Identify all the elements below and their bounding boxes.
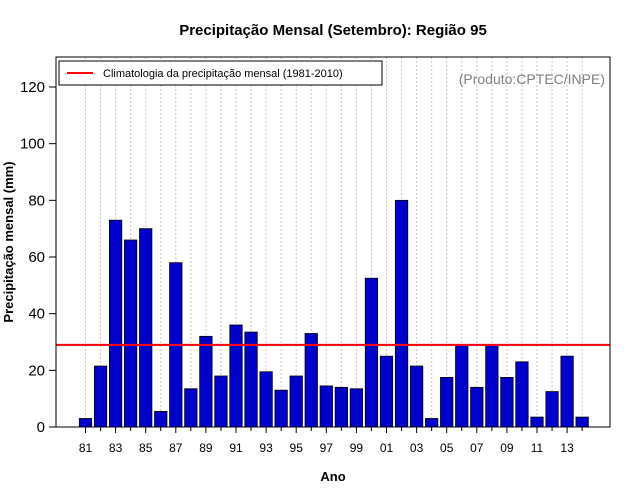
credit-label: (Produto:CPTEC/INPE) — [459, 71, 605, 87]
x-tick-label: 11 — [531, 441, 544, 455]
legend-label: Climatologia da precipitação mensal (198… — [103, 68, 343, 80]
bar-93 — [259, 371, 273, 428]
bar-88 — [184, 388, 198, 428]
x-tick-label: 01 — [380, 441, 394, 455]
bar-14 — [575, 416, 589, 428]
y-tick-label: 120 — [20, 79, 45, 96]
bar-86 — [154, 411, 168, 428]
x-tick-label: 09 — [500, 441, 514, 455]
bar-05 — [440, 377, 454, 428]
x-tick-label: 07 — [470, 441, 484, 455]
bar-12 — [545, 391, 559, 428]
bar-10 — [515, 361, 529, 428]
bar-90 — [214, 375, 228, 428]
legend-box — [58, 60, 383, 86]
bar-11 — [530, 416, 544, 428]
x-tick-label: 89 — [199, 441, 213, 455]
x-tick-label: 99 — [350, 441, 364, 455]
plot-frame — [55, 56, 611, 428]
x-tick-label: 05 — [440, 441, 454, 455]
y-axis: 0 20 40 60 80 100 120 — [20, 79, 56, 436]
bar-07 — [470, 386, 484, 428]
bar-95 — [289, 375, 303, 428]
x-tick-label: 81 — [79, 441, 93, 455]
bar-08 — [485, 344, 499, 428]
grid — [85, 57, 583, 427]
legend: Climatologia da precipitação mensal (198… — [58, 60, 383, 86]
bar-89 — [199, 335, 213, 428]
x-tick-label: 03 — [410, 441, 424, 455]
y-tick-label: 0 — [37, 419, 45, 436]
bar-96 — [304, 333, 318, 428]
bar-92 — [244, 331, 258, 428]
x-tick-label: 95 — [290, 441, 304, 455]
x-tick-label: 87 — [169, 441, 183, 455]
y-tick-label: 20 — [28, 362, 45, 379]
x-tick-label: 85 — [139, 441, 153, 455]
y-axis-title: Precipitação mensal (mm) — [1, 161, 16, 322]
y-tick-label: 60 — [28, 249, 45, 266]
bar-82 — [93, 365, 108, 428]
y-tick-label: 40 — [28, 306, 45, 323]
bar-06 — [455, 344, 469, 428]
bar-04 — [425, 418, 439, 428]
bar-00 — [364, 277, 379, 428]
bar-02 — [394, 199, 409, 428]
bar-99 — [349, 388, 364, 428]
y-tick-label: 100 — [20, 136, 45, 153]
bar-01 — [379, 355, 394, 428]
x-axis: 81 83 85 87 89 91 93 95 97 99 01 03 05 07 09 11 13 — [79, 427, 583, 455]
bars — [78, 199, 589, 428]
bar-91 — [229, 324, 243, 428]
x-tick-label: 91 — [229, 441, 243, 455]
bar-03 — [409, 365, 424, 428]
x-tick-label: 97 — [320, 441, 334, 455]
bar-97 — [319, 385, 333, 428]
bar-98 — [334, 386, 348, 428]
x-tick-label: 13 — [560, 441, 574, 455]
bar-85 — [139, 228, 153, 428]
bar-09 — [500, 377, 514, 428]
bar-13 — [560, 355, 574, 428]
x-axis-title: Ano — [320, 469, 345, 484]
chart-title: Precipitação Mensal (Setembro): Região 9… — [179, 22, 487, 39]
x-tick-label: 93 — [259, 441, 273, 455]
bar-84 — [124, 239, 138, 428]
bar-81 — [78, 418, 93, 428]
bar-94 — [274, 389, 288, 428]
y-tick-label: 80 — [28, 192, 45, 209]
bar-83 — [109, 219, 123, 428]
x-tick-label: 83 — [109, 441, 123, 455]
